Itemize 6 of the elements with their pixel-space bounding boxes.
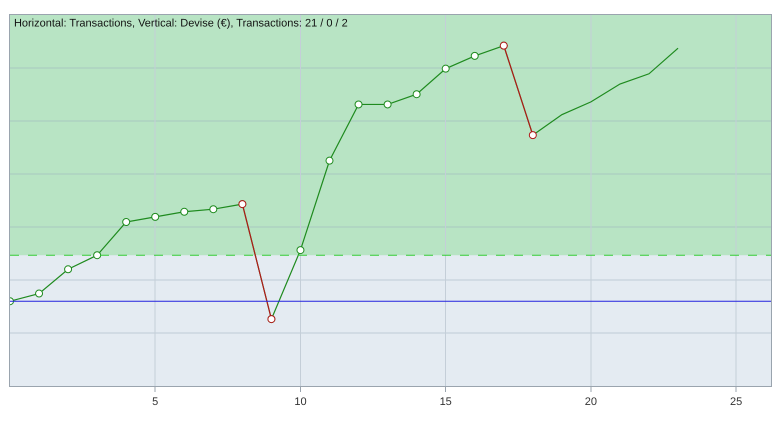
chart-title: Horizontal: Transactions, Vertical: Devise (€), Transactions: 21 / 0 / 2 bbox=[14, 18, 348, 30]
x-tick-label: 25 bbox=[730, 396, 742, 408]
x-tick-label: 10 bbox=[294, 396, 307, 408]
x-tick-label: 5 bbox=[152, 396, 158, 408]
x-tick-label: 20 bbox=[584, 396, 598, 408]
x-tick-label: 15 bbox=[440, 396, 452, 408]
